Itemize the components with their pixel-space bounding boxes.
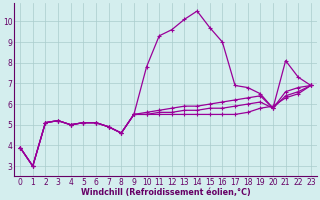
- X-axis label: Windchill (Refroidissement éolien,°C): Windchill (Refroidissement éolien,°C): [81, 188, 250, 197]
